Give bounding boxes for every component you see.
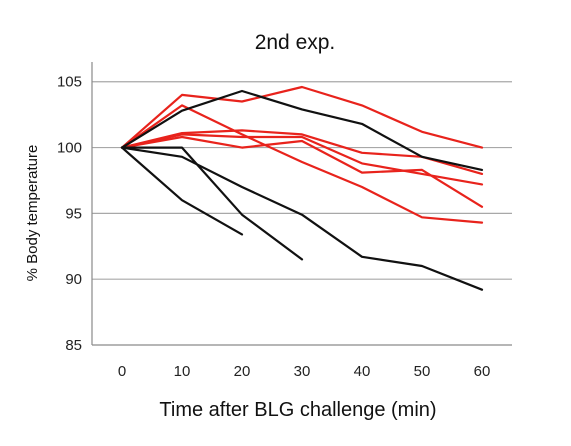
series-line-9: [120, 146, 244, 236]
x-axis-title: Time after BLG challenge (min): [159, 399, 436, 421]
x-tick-label: 0: [118, 363, 126, 380]
y-tick-label: 85: [65, 337, 82, 354]
series-line-7: [120, 146, 484, 291]
axes: [91, 62, 512, 346]
chart-title: 2nd exp.: [255, 31, 336, 54]
series-lines: [120, 85, 484, 291]
x-tick-label: 50: [414, 363, 431, 380]
y-tick-label: 100: [57, 140, 82, 157]
x-tick-label: 40: [354, 363, 371, 380]
x-tick-label: 10: [174, 363, 191, 380]
series-line-8: [120, 146, 304, 261]
y-axis-title: % Body temperature: [24, 145, 41, 282]
series-line-2: [120, 104, 484, 224]
y-tick-label: 95: [65, 205, 82, 222]
x-tick-label: 20: [234, 363, 251, 380]
gridlines: [92, 81, 512, 280]
y-tick-label: 105: [57, 74, 82, 91]
series-line-1: [120, 85, 484, 149]
series-line-5: [120, 135, 484, 208]
series-line-4: [120, 133, 484, 186]
series-line-6: [120, 89, 484, 171]
y-tick-label: 90: [65, 271, 82, 288]
tick-labels: 85 90 95 100 105 0 10 20 30 40 50 60: [57, 74, 490, 380]
x-tick-label: 60: [474, 363, 491, 380]
x-tick-label: 30: [294, 363, 311, 380]
